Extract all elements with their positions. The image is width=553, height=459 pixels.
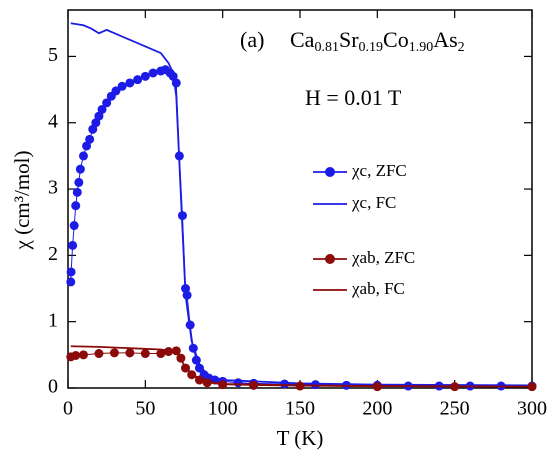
x-tick-label: 300 xyxy=(517,398,547,420)
zfc-marker xyxy=(109,348,119,358)
x-tick-label: 0 xyxy=(63,398,73,420)
zfc-marker xyxy=(125,78,135,88)
zfc-marker xyxy=(140,71,150,81)
y-tick-label: 4 xyxy=(48,110,58,132)
x-tick-label: 250 xyxy=(440,398,470,420)
legend-label: χc, FC xyxy=(351,193,396,212)
legend-marker xyxy=(325,254,335,264)
zfc-marker xyxy=(85,134,95,144)
formula-sub: 0.19 xyxy=(359,40,384,55)
zfc-marker xyxy=(78,350,88,360)
legend-label: χc, ZFC xyxy=(351,161,407,180)
zfc-marker xyxy=(97,104,107,114)
zfc-marker xyxy=(71,201,81,211)
x-tick-label: 50 xyxy=(135,398,155,420)
fc-curve xyxy=(70,22,533,387)
y-tick-label: 1 xyxy=(48,309,58,331)
zfc-marker xyxy=(171,78,181,88)
zfc-marker xyxy=(111,86,121,96)
zfc-marker xyxy=(156,349,166,359)
y-tick-label: 2 xyxy=(48,243,58,265)
zfc-marker xyxy=(140,349,150,359)
zfc-marker xyxy=(74,177,84,187)
zfc-marker xyxy=(69,221,79,231)
zfc-marker xyxy=(194,363,204,373)
zfc-marker xyxy=(72,187,82,197)
zfc-marker xyxy=(75,164,85,174)
formula-part: Sr xyxy=(339,27,359,52)
zfc-marker xyxy=(78,151,88,161)
fc-curve xyxy=(70,345,533,388)
y-axis-label: χ (cm³/mol) xyxy=(10,150,34,250)
zfc-marker xyxy=(148,68,158,78)
zfc-marker xyxy=(66,277,76,287)
legend-label: χab, FC xyxy=(351,279,405,298)
zfc-marker xyxy=(164,347,174,357)
zfc-marker xyxy=(68,240,78,250)
zfc-marker xyxy=(66,267,76,277)
zfc-marker xyxy=(182,290,192,300)
field-label: H = 0.01 T xyxy=(305,85,402,110)
y-tick-label: 0 xyxy=(48,376,58,398)
formula-part: Ca xyxy=(290,27,315,52)
zfc-marker xyxy=(117,81,127,91)
legend-label: χab, ZFC xyxy=(351,248,415,267)
y-tick-label: 3 xyxy=(48,177,58,199)
zfc-connector xyxy=(70,69,532,387)
x-tick-label: 150 xyxy=(285,398,315,420)
x-tick-label: 100 xyxy=(208,398,238,420)
formula-sub: 2 xyxy=(458,40,465,55)
zfc-marker xyxy=(280,379,290,389)
formula-sub: 1.90 xyxy=(409,40,434,55)
y-tick-label: 5 xyxy=(48,44,58,66)
zfc-marker xyxy=(133,75,143,85)
zfc-marker xyxy=(125,348,135,358)
zfc-marker xyxy=(233,378,243,388)
legend-marker xyxy=(325,167,335,177)
formula-part: Co xyxy=(383,27,409,52)
formula-part: As xyxy=(433,27,457,52)
plot-frame xyxy=(67,9,533,389)
zfc-marker xyxy=(102,98,112,108)
formula-sub: 0.81 xyxy=(314,40,339,55)
zfc-marker xyxy=(71,351,81,361)
formula: Ca0.81Sr0.19Co1.90As2 xyxy=(290,27,465,55)
zfc-marker xyxy=(94,349,104,359)
panel-label: (a) xyxy=(240,27,264,52)
zfc-connector xyxy=(70,350,532,388)
x-axis-label: T (K) xyxy=(277,426,324,450)
x-tick-label: 200 xyxy=(362,398,392,420)
